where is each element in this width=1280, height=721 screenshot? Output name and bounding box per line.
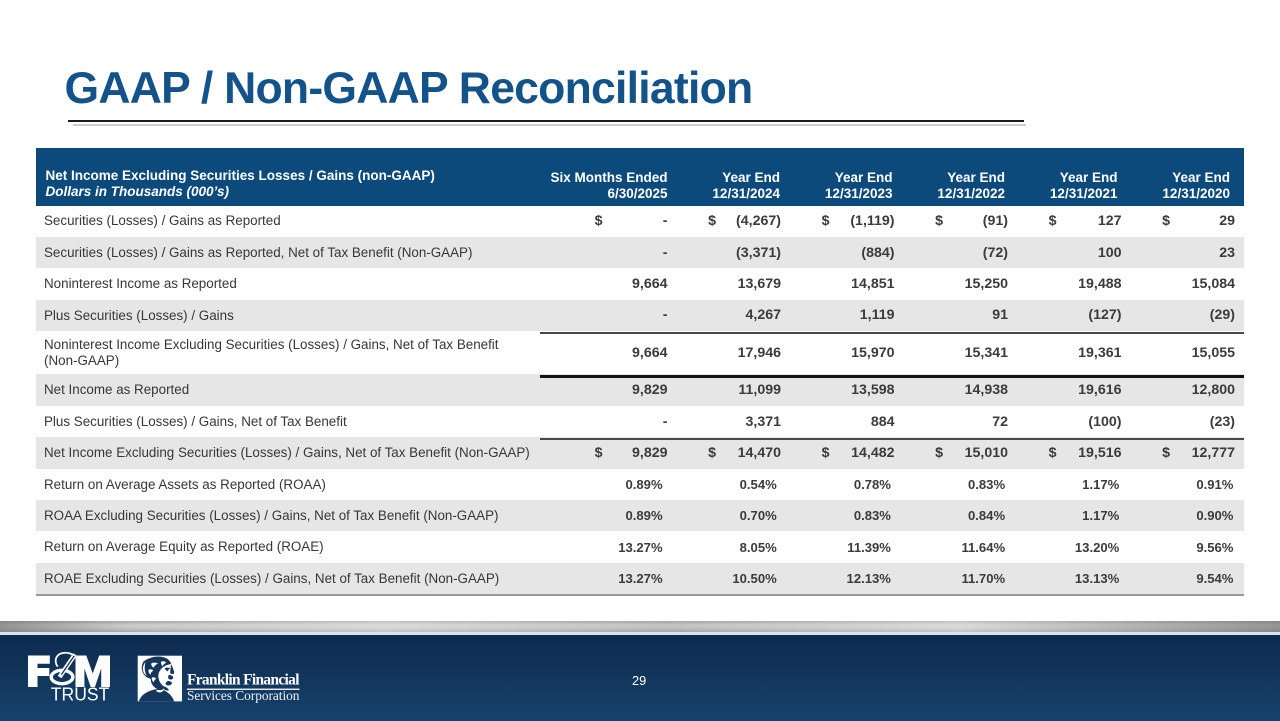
- svg-text:Franklin Financial: Franklin Financial: [187, 672, 300, 689]
- svg-text:Services Corporation: Services Corporation: [187, 688, 300, 703]
- svg-text:TRUST: TRUST: [51, 685, 110, 705]
